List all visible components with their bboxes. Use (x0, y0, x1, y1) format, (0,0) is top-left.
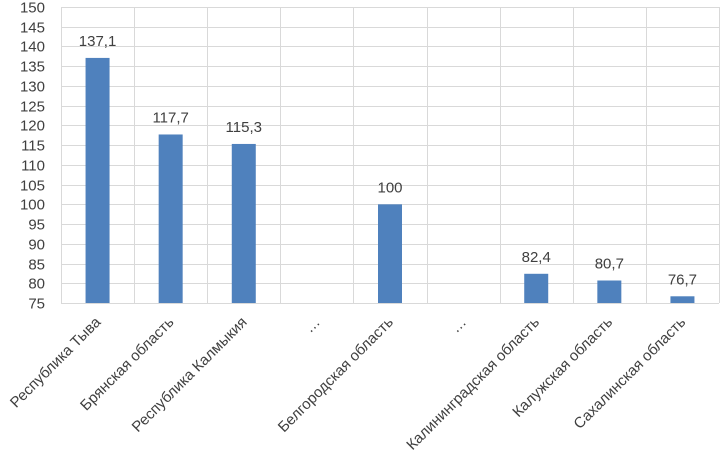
bars (85, 57, 695, 303)
x-category-label: Белгородская область (275, 314, 397, 436)
data-label: 115,3 (226, 119, 262, 136)
y-tick-label: 135 (20, 59, 45, 76)
bar (231, 143, 256, 303)
data-label: 117,7 (152, 109, 188, 126)
bar (378, 204, 402, 303)
y-tick-label: 110 (21, 158, 45, 175)
data-label: 137,1 (79, 33, 117, 50)
x-category-label: Калининградская область (403, 314, 543, 454)
bar (85, 57, 110, 303)
y-tick-label: 95 (28, 217, 45, 234)
bar (670, 296, 695, 303)
y-axis-ticks: 75 80 85 90 95 100 105 110 115 120 125 130 135 140 145… (20, 0, 45, 313)
y-tick-label: 145 (20, 20, 45, 37)
y-tick-label: 105 (20, 178, 45, 195)
y-tick-label: 120 (20, 118, 45, 135)
y-tick-label: 150 (20, 0, 45, 17)
data-labels: 137,1 117,7 115,3 100 82,4 80,7 76,7 (79, 33, 697, 288)
y-tick-label: 75 (28, 296, 45, 313)
y-tick-label: 130 (20, 79, 45, 96)
x-category-label: … (447, 314, 470, 337)
data-label: 80,7 (595, 256, 624, 273)
y-tick-label: 80 (28, 276, 45, 293)
data-label: 100 (377, 179, 402, 196)
data-label: 76,7 (668, 271, 697, 288)
y-tick-label: 100 (20, 197, 45, 214)
bar (597, 280, 622, 303)
bar (524, 273, 549, 303)
data-label: 82,4 (522, 249, 551, 266)
y-tick-label: 125 (20, 99, 45, 116)
y-tick-label: 85 (28, 257, 45, 274)
x-category-label: … (301, 314, 324, 337)
bar (158, 134, 183, 303)
y-tick-label: 140 (20, 39, 45, 56)
y-tick-label: 115 (21, 138, 45, 155)
y-tick-label: 90 (28, 237, 45, 254)
